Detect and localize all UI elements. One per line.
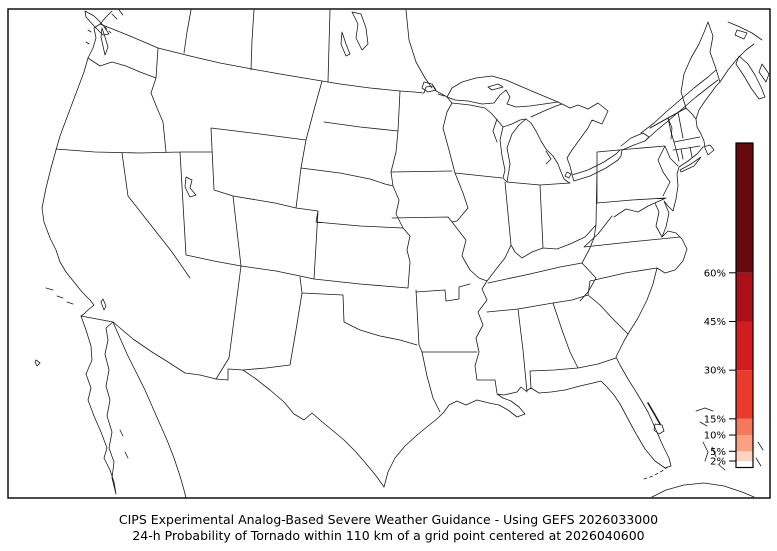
florida-barrier-island — [647, 402, 661, 425]
colorbar: 2%5% 10% 15% 30% 45% 60% — [704, 142, 754, 469]
colorbar-segment-15-30 — [736, 370, 753, 419]
colorbar-label-10: 10% — [704, 431, 726, 442]
map-background — [8, 9, 770, 498]
cuba-bahamas — [651, 407, 764, 498]
state-borders — [55, 47, 701, 413]
colorbar-segment-30-45 — [736, 321, 753, 371]
pacific-coastline — [41, 23, 101, 317]
caption-line-1: CIPS Experimental Analog-Based Severe We… — [118, 512, 659, 527]
lake-okeechobee — [653, 423, 665, 435]
florida-keys — [643, 465, 670, 480]
caption-line-2: 24-h Probability of Tornado within 110 k… — [132, 528, 645, 543]
colorbar-segment-5-10 — [736, 435, 753, 452]
colorbar-segment-45-60 — [736, 272, 753, 322]
colorbar-border — [735, 142, 754, 469]
puget-sound — [100, 27, 109, 56]
colorbar-label-30: 30% — [704, 366, 726, 377]
gulf-atlantic-coastline — [383, 81, 721, 488]
colorbar-segment-0-2 — [736, 461, 753, 468]
map-frame — [7, 8, 771, 499]
salton-sea — [100, 298, 107, 311]
colorbar-segment-10-15 — [736, 418, 753, 436]
colorbar-segment-60-100 — [736, 143, 753, 273]
chesapeake-bay — [654, 202, 663, 238]
colorbar-label-60: 60% — [704, 268, 726, 279]
colorbar-label-2: 2% — [710, 457, 726, 468]
canada-outlines — [84, 9, 770, 142]
colorbar-segment-2-5 — [736, 451, 753, 462]
long-island — [679, 156, 702, 173]
great-lakes — [184, 75, 673, 198]
us-canada-border — [99, 23, 448, 98]
channel-islands — [34, 287, 74, 367]
colorbar-label-5: 5% — [710, 447, 726, 458]
mexico-outlines — [80, 315, 385, 499]
colorbar-label-45: 45% — [704, 317, 726, 328]
colorbar-label-15: 15% — [704, 414, 726, 425]
